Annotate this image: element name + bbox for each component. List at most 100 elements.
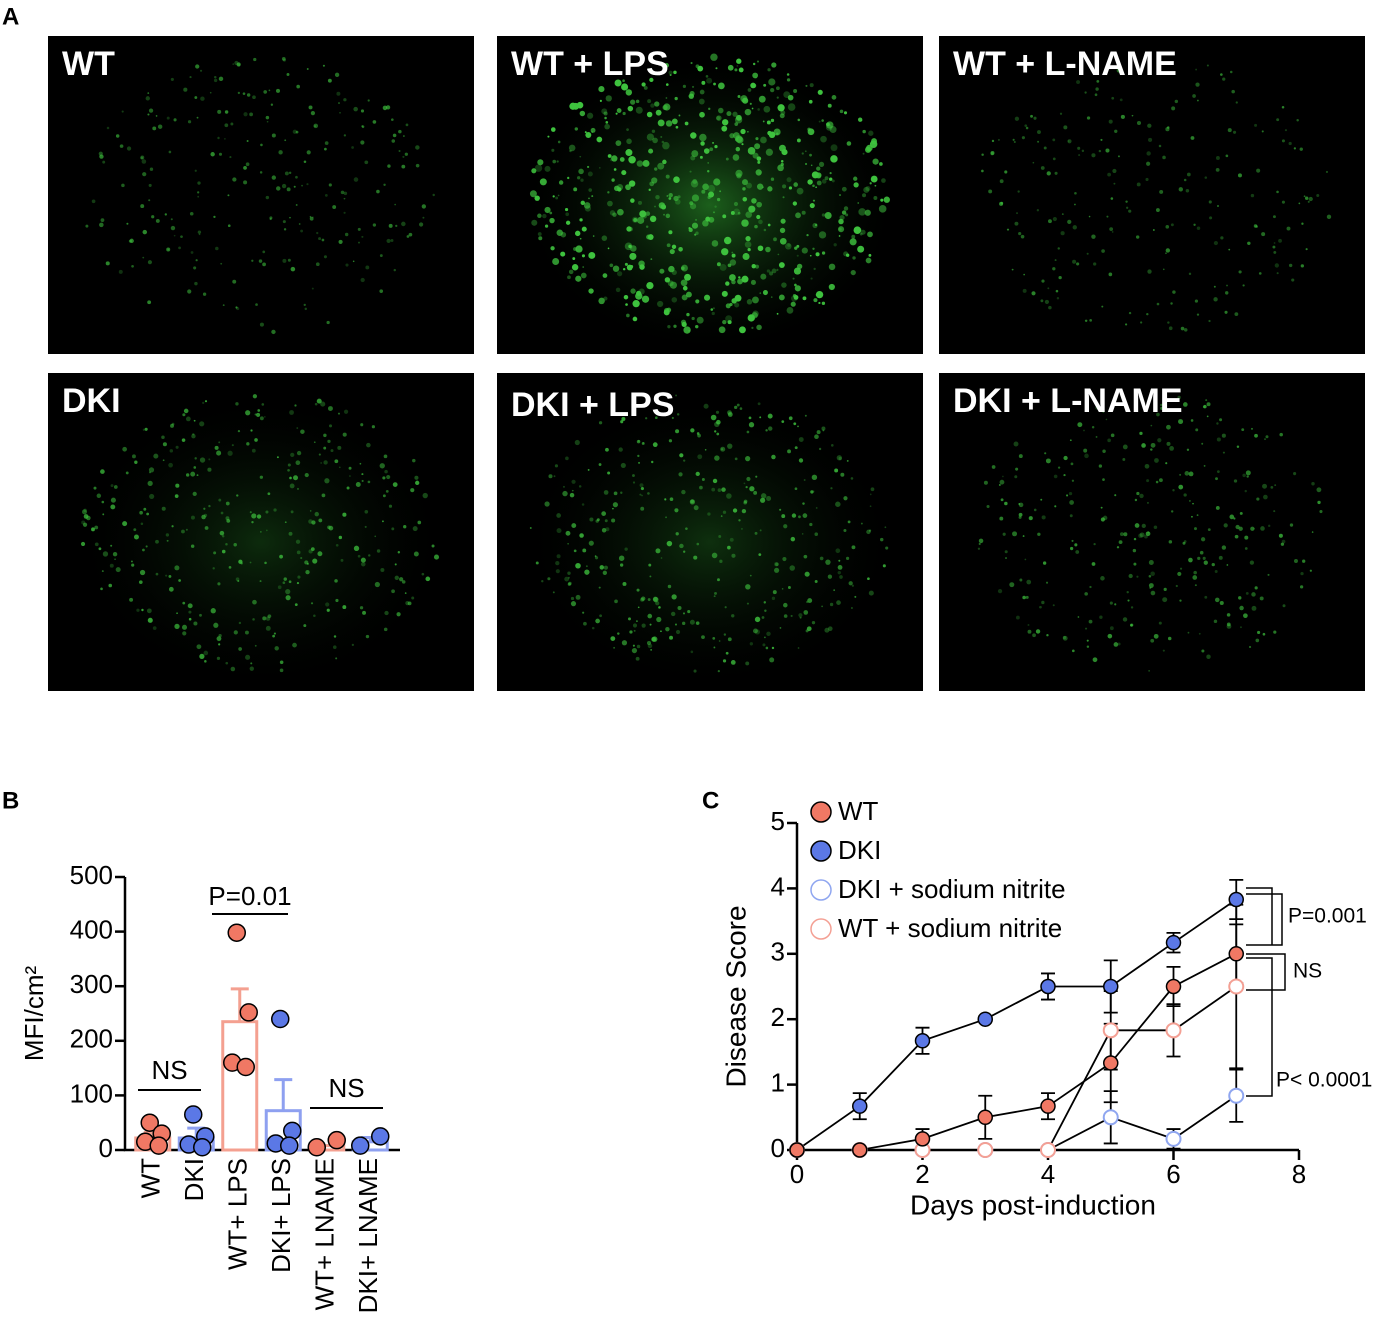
cell-dot — [997, 588, 1003, 594]
cell-dot — [835, 548, 841, 554]
cell-dot — [742, 196, 748, 202]
cell-dot — [1208, 200, 1212, 204]
cell-dot — [585, 565, 588, 568]
cell-dot — [869, 182, 872, 185]
cell-dot — [758, 219, 763, 225]
cell-dot — [751, 326, 754, 329]
cell-dot — [213, 215, 216, 219]
cell-dot — [707, 169, 710, 173]
cell-dot — [767, 130, 772, 136]
cell-dot — [1302, 559, 1306, 563]
cell-dot — [697, 454, 703, 460]
cell-dot — [829, 172, 832, 175]
cell-dot — [282, 258, 287, 263]
cell-dot — [197, 191, 200, 194]
cell-dot — [1048, 219, 1052, 224]
cell-dot — [1316, 194, 1320, 198]
cell-dot — [1041, 515, 1046, 520]
cell-dot — [181, 529, 185, 534]
cell-dot — [719, 559, 723, 563]
cell-dot — [714, 205, 717, 208]
cell-dot — [1066, 494, 1069, 497]
cell-dot — [1162, 597, 1168, 603]
cell-dot — [1040, 299, 1044, 303]
cell-dot — [287, 258, 291, 262]
cell-dot — [663, 307, 670, 314]
cell-dot — [718, 326, 726, 334]
cell-dot — [646, 133, 655, 141]
cell-dot — [431, 544, 435, 548]
cell-dot — [1242, 284, 1245, 287]
cell-dot — [1188, 272, 1192, 276]
cell-dot — [579, 237, 582, 240]
cell-dot — [632, 623, 638, 628]
cell-dot — [751, 198, 757, 204]
cell-dot — [224, 123, 229, 128]
cell-dot — [379, 463, 385, 469]
cell-dot — [745, 456, 751, 462]
cell-dot — [699, 485, 703, 490]
cell-dot — [718, 535, 722, 538]
cell-dot — [771, 596, 776, 601]
cell-dot — [174, 494, 179, 498]
cell-dot — [1175, 584, 1178, 588]
cell-dot — [194, 281, 198, 286]
cell-dot — [323, 433, 327, 438]
cell-dot — [284, 521, 287, 524]
cell-dot — [779, 237, 787, 245]
cell-dot — [210, 152, 215, 157]
cell-dot — [666, 540, 673, 547]
cell-dot — [155, 115, 158, 117]
cell-dot — [845, 556, 850, 560]
cell-dot — [1158, 478, 1163, 483]
cell-dot — [615, 287, 621, 293]
cell-dot — [568, 269, 574, 275]
cell-dot — [1309, 569, 1312, 572]
cell-dot — [658, 606, 661, 609]
cell-dot — [304, 472, 309, 478]
cell-dot — [601, 511, 607, 516]
cell-dot — [1100, 517, 1105, 522]
cell-dot — [809, 254, 812, 257]
cell-dot — [216, 656, 221, 661]
data-point — [1228, 1087, 1245, 1104]
cell-dot — [232, 63, 235, 65]
cell-dot — [283, 228, 287, 231]
cell-dot — [183, 408, 189, 414]
y-tick-label: 1 — [771, 1067, 785, 1097]
cell-dot — [1229, 70, 1233, 74]
cell-dot — [814, 532, 819, 536]
cell-dot — [386, 238, 391, 244]
cell-dot — [313, 125, 317, 128]
cell-dot — [567, 176, 570, 180]
cell-dot — [710, 414, 717, 421]
cell-dot — [755, 169, 762, 176]
cell-dot — [1069, 546, 1074, 551]
cell-dot — [779, 227, 786, 234]
cell-dot — [555, 196, 559, 200]
cell-dot — [870, 175, 878, 183]
cell-dot — [804, 571, 810, 577]
cell-dot — [731, 251, 734, 254]
cell-dot — [579, 110, 586, 117]
cell-dot — [1167, 636, 1172, 641]
cell-dot — [1102, 449, 1106, 453]
cell-dot — [358, 241, 360, 244]
cell-dot — [144, 427, 148, 431]
cell-dot — [835, 501, 841, 507]
cell-dot — [152, 126, 157, 131]
cell-dot — [744, 108, 752, 116]
cell-dot — [611, 518, 616, 523]
cell-dot — [745, 661, 750, 666]
cell-dot — [745, 584, 751, 590]
cell-dot — [1308, 196, 1313, 202]
cell-dot — [1171, 106, 1176, 111]
cell-dot — [548, 474, 553, 479]
cell-dot — [793, 422, 797, 426]
cell-dot — [1160, 403, 1163, 407]
cell-dot — [256, 412, 261, 417]
cell-dot — [695, 64, 700, 69]
cell-dot — [637, 439, 640, 443]
cell-dot — [689, 499, 696, 505]
cell-dot — [793, 182, 798, 187]
